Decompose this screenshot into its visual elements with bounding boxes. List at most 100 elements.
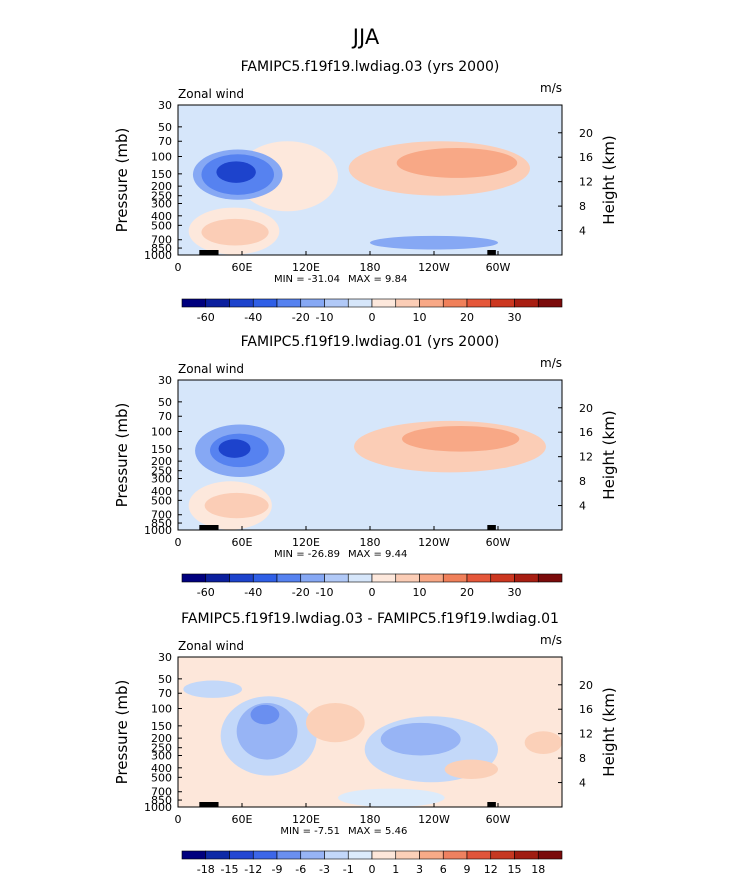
y-tick-label: 150 <box>151 443 172 456</box>
right-tick-label: 12 <box>579 451 593 464</box>
colorbar-swatch <box>300 298 325 308</box>
y-tick-label: 150 <box>151 720 172 733</box>
colorbar-swatch <box>205 573 230 583</box>
y-tick-label: 30 <box>158 651 172 664</box>
x-tick-label: 120W <box>418 261 450 274</box>
contour-region-8 <box>444 759 499 780</box>
colorbar-label: -20 <box>292 311 310 324</box>
colorbar-swatch <box>300 573 325 583</box>
y-tick-label: 30 <box>158 99 172 112</box>
chart-panel-1: FAMIPC5.f19f19.lwdiag.03 (yrs 2000) Zonal… <box>113 59 618 324</box>
x-tick-label: 120E <box>292 536 320 549</box>
colorbar-label: 20 <box>460 586 474 599</box>
contour-region-5 <box>402 426 520 452</box>
colorbar-swatch <box>229 298 254 308</box>
x-tick-label: 120W <box>418 813 450 826</box>
y-tick-label: 70 <box>158 135 172 148</box>
colorbar-swatch <box>442 850 468 860</box>
colorbar-swatch <box>205 298 230 308</box>
x-tick-label: 60E <box>232 813 253 826</box>
y-tick-label: 300 <box>151 197 172 210</box>
colorbar: -60 -40 -20 -10 0 10 20 30 <box>181 573 563 599</box>
x-tick-label: 60W <box>486 813 511 826</box>
colorbar-swatch <box>324 573 349 583</box>
contour-region-3 <box>250 704 280 725</box>
y-tick-label: 850 <box>151 517 172 530</box>
y-tick-label: 400 <box>151 762 172 775</box>
colorbar-swatch <box>466 298 492 308</box>
colorbar-label: -40 <box>244 311 262 324</box>
units-label: m/s <box>540 633 562 647</box>
y-axis-label: Pressure (mb) <box>113 128 131 233</box>
colorbar-swatch <box>490 298 515 308</box>
contour-region-7 <box>204 492 269 519</box>
colorbar-label: -6 <box>295 863 306 876</box>
colorbar-swatch <box>324 298 349 308</box>
x-tick-label: 0 <box>175 813 182 826</box>
colorbar-swatch <box>371 573 397 583</box>
y-tick-label: 50 <box>158 121 172 134</box>
right-tick-label: 4 <box>579 225 586 238</box>
colorbar-label: -1 <box>343 863 354 876</box>
min-label: MIN = -31.04 <box>274 274 340 285</box>
colorbar-label: 30 <box>508 586 522 599</box>
panels: FAMIPC5.f19f19.lwdiag.03 (yrs 2000) Zonal… <box>113 59 618 876</box>
contour-region-9 <box>370 235 498 250</box>
right-tick-label: 20 <box>579 679 593 692</box>
y-tick-label: 70 <box>158 687 172 700</box>
colorbar-label: 6 <box>440 863 447 876</box>
y-tick-label: 850 <box>151 794 172 807</box>
colorbar-swatch <box>252 298 278 308</box>
right-tick-label: 12 <box>579 728 593 741</box>
colorbar-swatch <box>371 298 397 308</box>
colorbar-label: 0 <box>369 586 376 599</box>
colorbar-label: 18 <box>531 863 545 876</box>
topography-2 <box>487 525 496 530</box>
y-axis-label: Pressure (mb) <box>113 680 131 785</box>
colorbar-swatch <box>537 573 563 583</box>
right-tick-label: 8 <box>579 475 586 488</box>
y-tick-label: 850 <box>151 242 172 255</box>
y-tick-label: 500 <box>151 771 172 784</box>
colorbar-swatch <box>514 573 539 583</box>
contour-fills <box>183 680 562 807</box>
contour-region-4 <box>216 161 256 183</box>
y-tick-label: 300 <box>151 749 172 762</box>
max-label: MAX = 9.84 <box>348 274 407 285</box>
colorbar-label: -3 <box>319 863 330 876</box>
colorbar-swatch <box>466 573 492 583</box>
panel-title: FAMIPC5.f19f19.lwdiag.03 - FAMIPC5.f19f1… <box>181 611 559 627</box>
colorbar-swatch <box>252 850 278 860</box>
contour-region-10 <box>338 788 445 807</box>
contour-region-5 <box>380 722 461 756</box>
figure-title: JJA <box>351 25 380 49</box>
colorbar-label: -9 <box>272 863 283 876</box>
colorbar-swatch <box>514 298 539 308</box>
x-tick-label: 180 <box>360 261 381 274</box>
x-tick-label: 180 <box>360 536 381 549</box>
colorbar-swatch <box>229 573 254 583</box>
colorbar-swatch <box>276 298 302 308</box>
colorbar-swatch <box>395 573 420 583</box>
y-tick-label: 700 <box>151 509 172 522</box>
x-tick-label: 120E <box>292 813 320 826</box>
colorbar: -18 -15 -12 -9 -6 -3 -1 0 1 3 6 9 12 15 18 <box>181 850 563 876</box>
colorbar-swatch <box>371 850 397 860</box>
variable-label: Zonal wind <box>178 362 244 376</box>
topography-2 <box>487 250 496 255</box>
y-tick-label: 200 <box>151 732 172 745</box>
y-tick-label: 1000 <box>144 801 172 814</box>
x-tick-label: 60E <box>232 536 253 549</box>
colorbar-swatch <box>514 850 539 860</box>
y-tick-label: 500 <box>151 494 172 507</box>
colorbar-swatch <box>442 298 468 308</box>
colorbar-label: 10 <box>413 586 427 599</box>
panel-title: FAMIPC5.f19f19.lwdiag.03 (yrs 2000) <box>241 59 500 75</box>
y-tick-label: 100 <box>151 151 172 164</box>
chart-panel-3: FAMIPC5.f19f19.lwdiag.03 - FAMIPC5.f19f1… <box>113 611 618 876</box>
contour-region-8 <box>201 218 269 246</box>
colorbar-label: 12 <box>484 863 498 876</box>
topography-1 <box>199 525 219 530</box>
x-tick-label: 60E <box>232 261 253 274</box>
